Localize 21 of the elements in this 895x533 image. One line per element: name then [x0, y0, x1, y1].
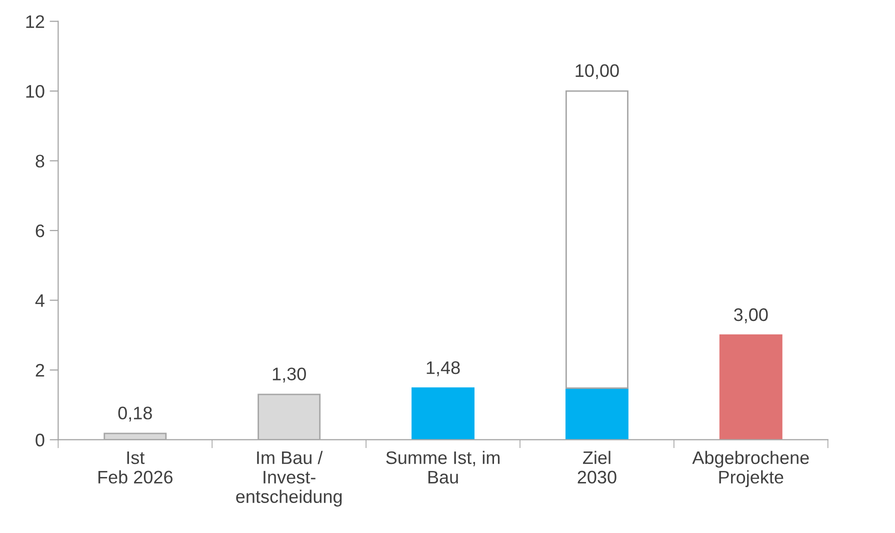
y-tick-label: 10: [26, 84, 44, 98]
x-tick-label: Ist Feb 2026: [98, 452, 173, 484]
total-label: 3,00: [734, 308, 768, 324]
y-tick-label: 12: [26, 15, 44, 28]
total-label: 1,48: [426, 361, 460, 376]
y-tick-label: 6: [36, 224, 44, 238]
bar: [565, 90, 628, 389]
x-tick-label: Summe Ist, im Bau: [386, 450, 500, 484]
y-tick-label: 4: [35, 294, 44, 307]
y-tick-label: 8: [36, 154, 44, 168]
y-tick-label: 2: [36, 364, 44, 377]
total-label: 1,30: [272, 368, 306, 382]
bar: [719, 334, 782, 440]
bar: [412, 387, 475, 440]
x-tick-label: Im Bau / Invest- entscheidung: [236, 450, 342, 507]
total-label: 0,18: [118, 406, 152, 422]
total-label: 10,00: [576, 64, 619, 80]
x-tick-label: Abgebrochene Projekte: [692, 450, 809, 488]
x-tick-label: Ziel 2030: [578, 450, 616, 484]
y-tick-label: 0: [36, 434, 44, 446]
bar: [565, 387, 628, 440]
